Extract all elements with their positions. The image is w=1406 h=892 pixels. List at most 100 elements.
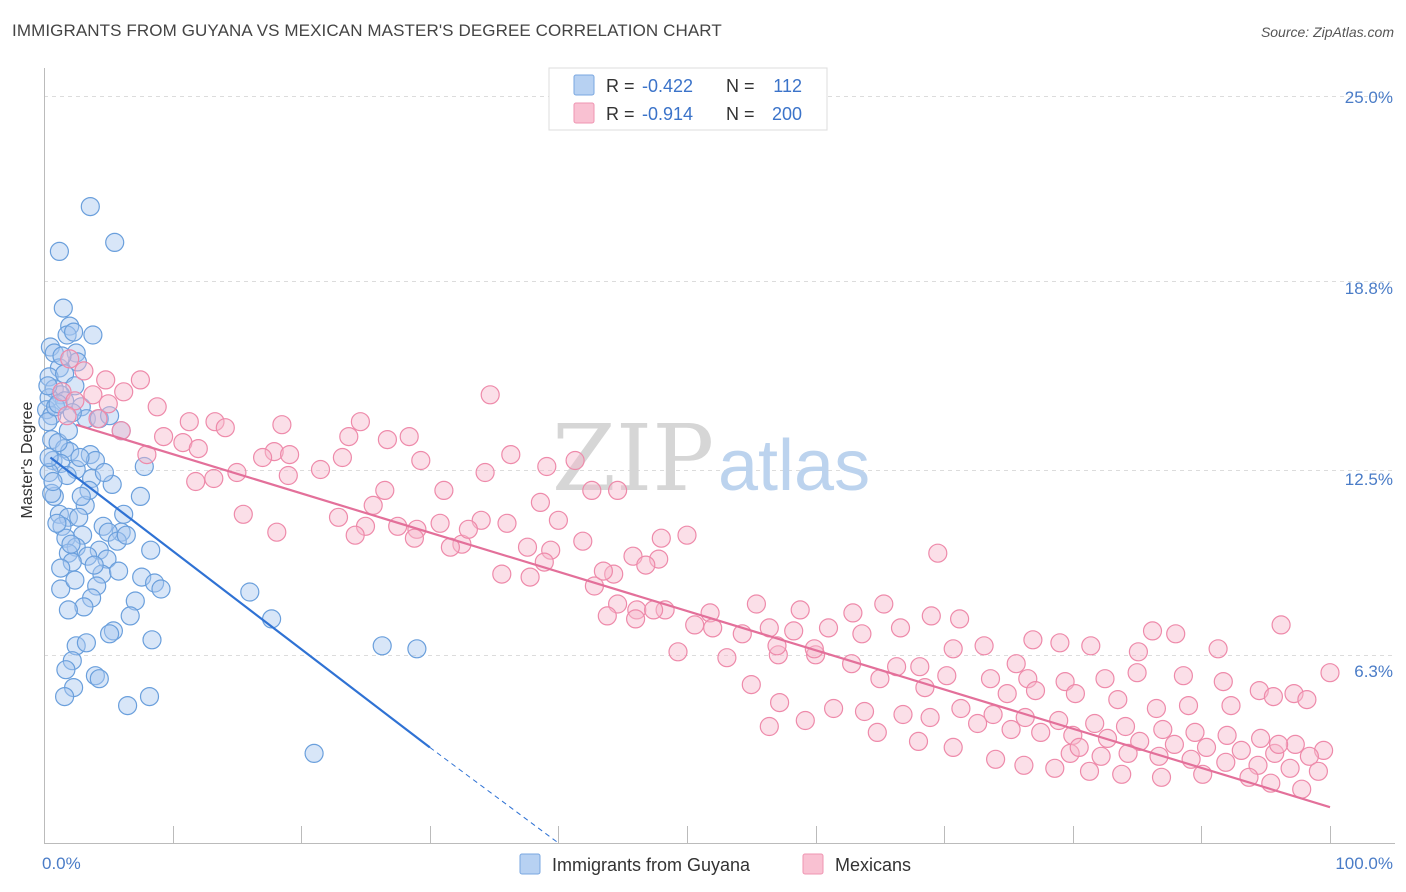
data-point-guyana bbox=[51, 579, 71, 599]
data-point-mexicans bbox=[949, 609, 970, 629]
data-point-guyana bbox=[39, 447, 59, 468]
data-point-mexicans bbox=[1320, 663, 1340, 683]
data-point-guyana bbox=[63, 322, 84, 342]
data-point-mexicans bbox=[1299, 746, 1320, 766]
data-point-mexicans bbox=[746, 594, 767, 614]
data-point-mexicans bbox=[480, 385, 500, 405]
data-point-mexicans bbox=[1164, 734, 1185, 755]
data-point-mexicans bbox=[267, 522, 287, 542]
data-point-mexicans bbox=[517, 537, 538, 557]
watermark-atlas: atlas bbox=[718, 426, 870, 506]
data-point-mexicans bbox=[1065, 683, 1086, 704]
data-point-guyana bbox=[69, 507, 89, 527]
data-point-guyana bbox=[142, 630, 162, 650]
legend-label-mexicans: Mexicans bbox=[835, 855, 911, 875]
data-point-mexicans bbox=[541, 540, 561, 560]
data-point-mexicans bbox=[60, 349, 80, 369]
data-point-mexicans bbox=[186, 471, 206, 492]
data-point-mexicans bbox=[98, 394, 118, 414]
data-point-mexicans bbox=[685, 615, 705, 635]
data-point-mexicans bbox=[607, 480, 628, 500]
data-point-guyana bbox=[51, 558, 71, 578]
data-point-mexicans bbox=[651, 528, 671, 548]
data-point-mexicans bbox=[854, 701, 875, 722]
data-point-mexicans bbox=[492, 564, 512, 584]
data-point-mexicans bbox=[1091, 746, 1111, 766]
data-point-mexicans bbox=[130, 370, 150, 390]
data-point-mexicans bbox=[205, 412, 225, 432]
data-point-mexicans bbox=[1018, 669, 1038, 689]
data-point-mexicans bbox=[339, 427, 359, 447]
data-point-mexicans bbox=[1081, 636, 1101, 656]
stats-legend: R = -0.422 N = 112 R = -0.914 N = 200 bbox=[548, 67, 828, 131]
data-point-mexicans bbox=[951, 698, 971, 719]
data-point-guyana bbox=[117, 695, 138, 716]
data-point-mexicans bbox=[1031, 722, 1051, 743]
data-point-mexicans bbox=[253, 447, 273, 468]
data-point-mexicans bbox=[1313, 740, 1334, 761]
data-point-mexicans bbox=[980, 669, 1001, 689]
data-point-mexicans bbox=[1050, 633, 1070, 653]
data-point-mexicans bbox=[818, 618, 839, 638]
data-point-mexicans bbox=[345, 525, 365, 545]
data-point-mexicans bbox=[475, 462, 495, 483]
data-point-guyana bbox=[38, 412, 58, 432]
data-point-mexicans bbox=[88, 409, 108, 429]
data-point-mexicans bbox=[233, 504, 253, 524]
stats-legend-box bbox=[548, 67, 828, 131]
data-point-mexicans bbox=[741, 674, 761, 695]
data-point-mexicans bbox=[1217, 725, 1237, 746]
data-point-mexicans bbox=[784, 621, 804, 641]
data-point-mexicans bbox=[625, 609, 646, 629]
data-point-guyana bbox=[80, 197, 100, 217]
data-point-guyana bbox=[83, 325, 103, 345]
data-point-mexicans bbox=[1213, 671, 1233, 692]
stats-n-label: N = bbox=[726, 104, 755, 124]
data-point-guyana bbox=[71, 486, 91, 506]
data-point-mexicans bbox=[1249, 680, 1269, 701]
source-label: Source: ZipAtlas.com bbox=[1260, 24, 1394, 40]
data-point-mexicans bbox=[215, 418, 235, 438]
data-point-mexicans bbox=[677, 525, 697, 545]
data-point-mexicans bbox=[1128, 642, 1149, 662]
data-point-mexicans bbox=[1130, 731, 1150, 752]
data-point-guyana bbox=[54, 686, 75, 707]
data-point-mexicans bbox=[1263, 686, 1284, 707]
data-point-mexicans bbox=[1221, 695, 1241, 716]
x-tick-label-max: 100.0% bbox=[1335, 854, 1393, 873]
data-point-mexicans bbox=[1308, 761, 1329, 781]
data-point-mexicans bbox=[908, 731, 929, 752]
data-point-mexicans bbox=[1216, 752, 1236, 772]
data-point-guyana bbox=[105, 232, 125, 252]
data-point-mexicans bbox=[1268, 734, 1289, 755]
data-point-mexicans bbox=[530, 492, 551, 512]
series-guyana-points bbox=[36, 197, 427, 764]
data-point-mexicans bbox=[573, 531, 593, 551]
data-point-mexicans bbox=[1069, 737, 1089, 758]
series-legend: Immigrants from Guyana Mexicans bbox=[519, 853, 911, 875]
data-point-mexicans bbox=[1112, 764, 1132, 784]
data-point-mexicans bbox=[985, 749, 1006, 769]
data-point-guyana bbox=[53, 298, 73, 318]
data-point-mexicans bbox=[593, 561, 614, 581]
data-point-mexicans bbox=[1271, 615, 1291, 635]
data-point-mexicans bbox=[769, 692, 790, 713]
data-point-guyana bbox=[116, 525, 136, 545]
data-point-guyana bbox=[139, 686, 160, 707]
x-tick-label-min: 0.0% bbox=[42, 854, 81, 873]
stats-swatch-guyana bbox=[573, 74, 595, 96]
data-point-mexicans bbox=[928, 543, 948, 563]
y-tick-label: 25.0% bbox=[1345, 88, 1393, 107]
data-point-mexicans bbox=[921, 606, 941, 626]
data-point-guyana bbox=[372, 636, 392, 656]
data-point-mexicans bbox=[278, 465, 298, 486]
data-point-mexicans bbox=[179, 412, 199, 432]
data-point-guyana bbox=[304, 743, 324, 764]
data-point-mexicans bbox=[96, 370, 116, 390]
data-point-mexicans bbox=[582, 480, 602, 500]
data-point-mexicans bbox=[65, 391, 85, 411]
y-tick-label: 18.8% bbox=[1345, 279, 1393, 298]
data-point-mexicans bbox=[57, 406, 77, 426]
data-point-guyana bbox=[108, 561, 129, 581]
data-point-mexicans bbox=[520, 567, 540, 587]
